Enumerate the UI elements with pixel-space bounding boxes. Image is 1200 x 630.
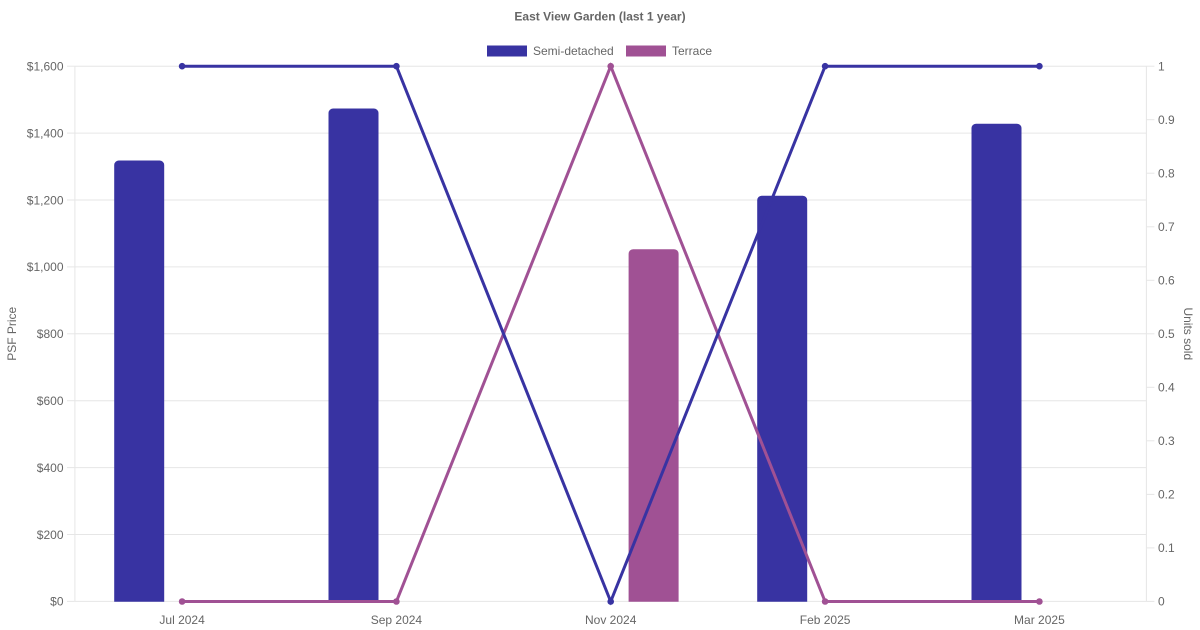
- svg-text:East View Garden (last 1 year): East View Garden (last 1 year): [514, 10, 685, 24]
- svg-text:0.8: 0.8: [1158, 167, 1175, 181]
- svg-text:Nov 2024: Nov 2024: [585, 613, 637, 627]
- svg-text:$1,600: $1,600: [27, 60, 64, 74]
- svg-text:$0: $0: [50, 595, 64, 609]
- svg-text:$1,200: $1,200: [27, 193, 64, 207]
- svg-text:0.4: 0.4: [1158, 381, 1175, 395]
- svg-text:0: 0: [1158, 595, 1165, 609]
- svg-text:Feb 2025: Feb 2025: [800, 613, 851, 627]
- svg-text:$800: $800: [37, 327, 64, 341]
- svg-text:$600: $600: [37, 394, 64, 408]
- svg-text:PSF Price: PSF Price: [5, 306, 19, 360]
- svg-text:0.9: 0.9: [1158, 113, 1175, 127]
- svg-text:0.3: 0.3: [1158, 434, 1175, 448]
- svg-text:Jul 2024: Jul 2024: [159, 613, 205, 627]
- svg-text:Mar 2025: Mar 2025: [1014, 613, 1065, 627]
- svg-text:$200: $200: [37, 528, 64, 542]
- svg-text:Semi-detached: Semi-detached: [533, 44, 614, 58]
- svg-text:0.7: 0.7: [1158, 220, 1175, 234]
- svg-text:Sep 2024: Sep 2024: [371, 613, 423, 627]
- svg-text:Units sold: Units sold: [1181, 307, 1195, 360]
- svg-text:$1,400: $1,400: [27, 126, 64, 140]
- svg-text:$1,000: $1,000: [27, 260, 64, 274]
- svg-text:0.1: 0.1: [1158, 541, 1175, 555]
- svg-text:Terrace: Terrace: [672, 44, 712, 58]
- svg-text:0.2: 0.2: [1158, 488, 1175, 502]
- svg-text:1: 1: [1158, 60, 1165, 74]
- svg-text:0.5: 0.5: [1158, 327, 1175, 341]
- svg-text:$400: $400: [37, 461, 64, 475]
- svg-text:0.6: 0.6: [1158, 274, 1175, 288]
